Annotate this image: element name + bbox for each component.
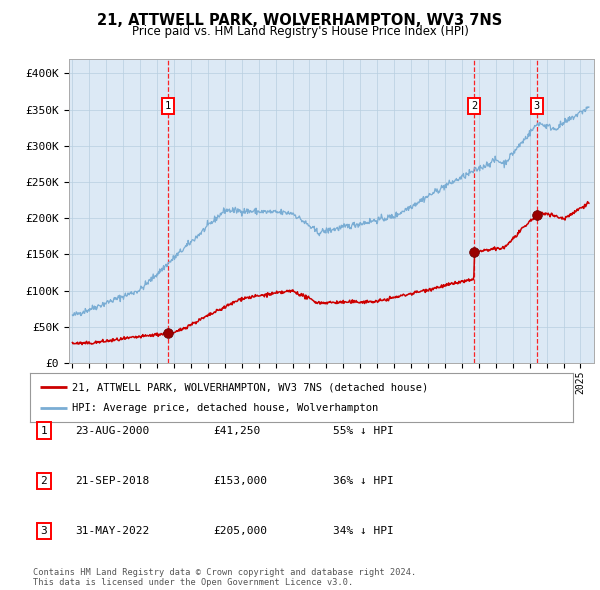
Text: 34% ↓ HPI: 34% ↓ HPI <box>333 526 394 536</box>
Text: 3: 3 <box>40 526 47 536</box>
Text: 1: 1 <box>165 101 171 111</box>
Text: 21, ATTWELL PARK, WOLVERHAMPTON, WV3 7NS (detached house): 21, ATTWELL PARK, WOLVERHAMPTON, WV3 7NS… <box>73 382 428 392</box>
Text: Contains HM Land Registry data © Crown copyright and database right 2024.
This d: Contains HM Land Registry data © Crown c… <box>33 568 416 587</box>
Text: 2: 2 <box>471 101 477 111</box>
Text: 31-MAY-2022: 31-MAY-2022 <box>75 526 149 536</box>
Text: 36% ↓ HPI: 36% ↓ HPI <box>333 476 394 486</box>
Text: 2: 2 <box>40 476 47 486</box>
Text: 55% ↓ HPI: 55% ↓ HPI <box>333 426 394 435</box>
Text: £41,250: £41,250 <box>213 426 260 435</box>
Text: £153,000: £153,000 <box>213 476 267 486</box>
Text: 21-SEP-2018: 21-SEP-2018 <box>75 476 149 486</box>
Text: 1: 1 <box>40 426 47 435</box>
Text: £205,000: £205,000 <box>213 526 267 536</box>
Text: 23-AUG-2000: 23-AUG-2000 <box>75 426 149 435</box>
Text: HPI: Average price, detached house, Wolverhampton: HPI: Average price, detached house, Wolv… <box>73 404 379 414</box>
Text: Price paid vs. HM Land Registry's House Price Index (HPI): Price paid vs. HM Land Registry's House … <box>131 25 469 38</box>
Text: 21, ATTWELL PARK, WOLVERHAMPTON, WV3 7NS: 21, ATTWELL PARK, WOLVERHAMPTON, WV3 7NS <box>97 13 503 28</box>
Text: 3: 3 <box>533 101 540 111</box>
